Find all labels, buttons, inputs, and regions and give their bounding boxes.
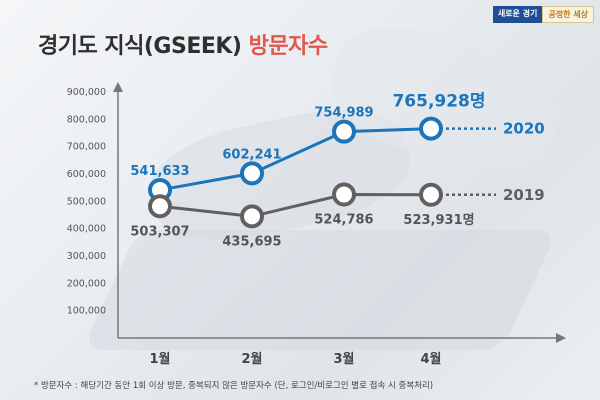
x-tick-label: 2월 (241, 351, 262, 367)
series-line-2020 (159, 127, 432, 192)
data-label-2020: 602,241 (222, 147, 281, 162)
footnote: * 방문자수 : 해당기간 동안 1회 이상 방문, 중복되지 않은 방문자수 … (34, 381, 434, 391)
chart-title-highlight: 방문자수 (248, 34, 328, 59)
x-tick-label: 3월 (333, 351, 354, 367)
x-tick-label: 1월 (149, 351, 170, 367)
data-point-2020 (419, 116, 443, 141)
y-tick-label: 700,000 (67, 142, 106, 153)
logo-right-text: 공정한 세상 (542, 6, 594, 23)
data-point-2019 (332, 182, 356, 207)
series-line-2019 (159, 193, 432, 218)
y-axis-arrow (113, 82, 123, 92)
y-tick-label: 300,000 (67, 251, 106, 262)
data-point-2020 (240, 161, 264, 186)
data-point-2019 (148, 194, 172, 219)
x-axis-arrow (556, 333, 566, 343)
y-tick-label: 800,000 (67, 114, 106, 125)
data-label-2019: 523,931명 (403, 212, 474, 228)
data-label-2020: 541,633 (130, 164, 189, 179)
data-label-2019: 503,307 (130, 224, 189, 239)
y-tick-label: 900,000 (67, 87, 106, 98)
x-tick-label: 4월 (420, 351, 441, 367)
gyeonggi-logo: 새로운 경기 공정한 세상 (492, 6, 594, 23)
y-tick-label: 200,000 (67, 278, 106, 289)
series-tag-2019: 2019 (503, 186, 545, 204)
chart-title-main: 경기도 지식(GSEEK) (38, 34, 242, 59)
series-tag-2020: 2020 (503, 120, 545, 138)
data-label-2019: 524,786 (314, 213, 373, 228)
chart-title: 경기도 지식(GSEEK) 방문자수 (38, 28, 328, 60)
logo-left-text: 새로운 경기 (492, 6, 543, 23)
data-point-2019 (419, 182, 443, 207)
data-point-2019 (240, 204, 264, 229)
y-tick-label: 600,000 (67, 169, 106, 180)
y-tick-label: 500,000 (67, 196, 106, 207)
data-label-2020: 754,989 (314, 106, 373, 121)
y-tick-label: 100,000 (67, 306, 106, 317)
y-tick-label: 400,000 (67, 224, 106, 235)
data-label-2020: 765,928명 (392, 92, 485, 112)
data-label-2019: 435,695 (222, 234, 281, 249)
data-point-2020 (332, 119, 356, 144)
